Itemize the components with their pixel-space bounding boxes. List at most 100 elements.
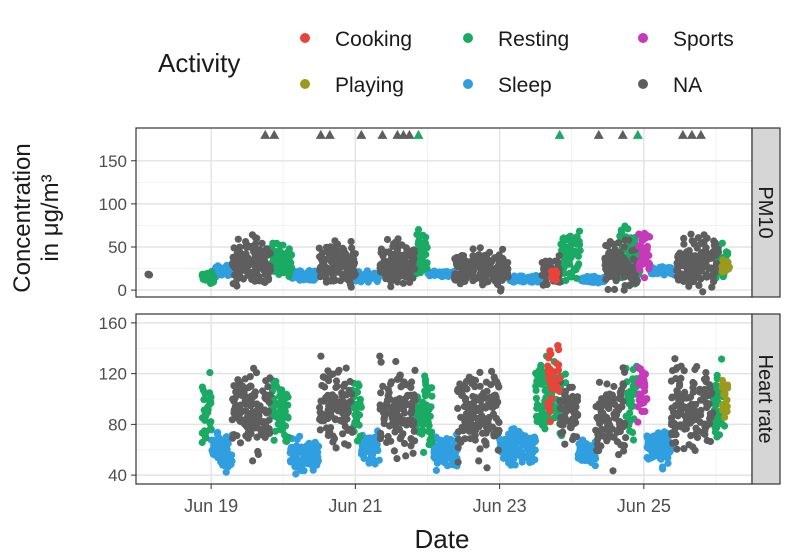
point-resting <box>201 433 209 441</box>
point-na <box>616 418 624 426</box>
point-resting <box>426 436 434 444</box>
point-resting <box>419 231 427 239</box>
point-resting <box>626 387 635 395</box>
strip-label: PM10 <box>754 186 776 238</box>
y-tick-label: 150 <box>99 152 127 171</box>
point-na <box>594 403 602 411</box>
point-na <box>395 425 403 434</box>
point-resting <box>276 241 284 250</box>
point-cooking <box>554 342 562 350</box>
point-sports <box>641 407 649 415</box>
point-na <box>410 427 418 435</box>
point-sleep <box>509 447 517 455</box>
point-na <box>251 392 259 400</box>
point-na <box>393 375 401 383</box>
point-na <box>455 428 463 436</box>
point-na <box>455 435 463 443</box>
point-na <box>556 404 565 412</box>
point-na <box>399 381 407 389</box>
point-na <box>318 257 326 265</box>
point-na <box>697 239 706 247</box>
capped-triangle-na <box>260 129 271 139</box>
point-na <box>380 415 388 423</box>
point-na <box>265 416 273 424</box>
point-na <box>465 427 474 435</box>
point-sleep <box>368 439 376 447</box>
point-na <box>471 436 479 444</box>
point-sports <box>639 231 648 239</box>
point-sleep <box>516 277 524 285</box>
point-resting <box>423 259 431 267</box>
point-na <box>252 424 260 432</box>
point-na <box>602 258 610 266</box>
point-resting <box>206 424 215 432</box>
point-na <box>342 271 350 279</box>
point-resting <box>575 260 583 268</box>
point-na <box>377 358 385 366</box>
point-sports <box>640 274 649 282</box>
point-sleep <box>658 269 666 277</box>
segment-na <box>376 235 419 291</box>
point-na <box>252 272 261 280</box>
legend-label-playing: Playing <box>335 74 404 97</box>
strip-heart-rate: Heart rate <box>751 313 781 485</box>
y-tick-label: 160 <box>99 314 127 333</box>
capped-triangle-na <box>404 129 415 139</box>
legend: Activity Cooking Resting Sports Playing Slee… <box>158 28 734 97</box>
point-na <box>334 263 342 271</box>
point-playing <box>720 401 728 409</box>
point-resting <box>541 387 549 395</box>
point-na <box>390 253 398 261</box>
point-na <box>708 265 716 273</box>
point-sleep <box>300 467 308 475</box>
point-resting <box>287 251 295 259</box>
point-resting <box>198 270 206 278</box>
point-resting <box>626 427 634 435</box>
point-resting <box>718 420 726 428</box>
segment-cooking <box>547 267 561 284</box>
point-resting <box>424 418 432 426</box>
point-na <box>685 394 693 402</box>
point-sleep <box>658 442 666 450</box>
point-na <box>261 266 269 274</box>
point-na <box>396 272 404 280</box>
point-resting <box>205 401 213 409</box>
point-na <box>594 415 603 424</box>
point-na <box>394 235 402 243</box>
point-na <box>495 258 503 266</box>
point-na <box>687 432 695 440</box>
point-resting <box>418 242 426 250</box>
point-sleep <box>356 275 364 283</box>
point-na <box>340 257 348 265</box>
point-na <box>319 373 327 381</box>
point-na <box>483 423 491 431</box>
point-na <box>345 386 353 394</box>
point-cooking <box>555 374 564 382</box>
point-na <box>406 278 414 286</box>
legend-label-resting: Resting <box>498 28 569 51</box>
point-na <box>396 435 404 443</box>
point-resting <box>278 268 287 276</box>
point-na <box>476 269 485 277</box>
point-resting <box>270 436 278 444</box>
point-na <box>230 382 238 390</box>
point-resting <box>278 418 286 426</box>
point-na <box>341 380 349 388</box>
point-na <box>339 397 347 405</box>
y-tick-label: 80 <box>108 415 127 434</box>
point-na <box>609 467 617 475</box>
point-na <box>482 378 490 386</box>
point-sleep <box>210 436 218 444</box>
point-na <box>593 440 602 448</box>
point-na <box>379 249 387 257</box>
point-resting <box>718 355 726 363</box>
point-sleep <box>587 274 595 282</box>
point-sleep <box>313 441 321 449</box>
point-na <box>390 447 398 455</box>
point-resting <box>272 248 280 256</box>
point-na <box>346 259 354 267</box>
point-na <box>478 429 487 437</box>
point-na <box>400 416 408 424</box>
segment-na <box>315 237 359 291</box>
point-na <box>464 264 473 272</box>
